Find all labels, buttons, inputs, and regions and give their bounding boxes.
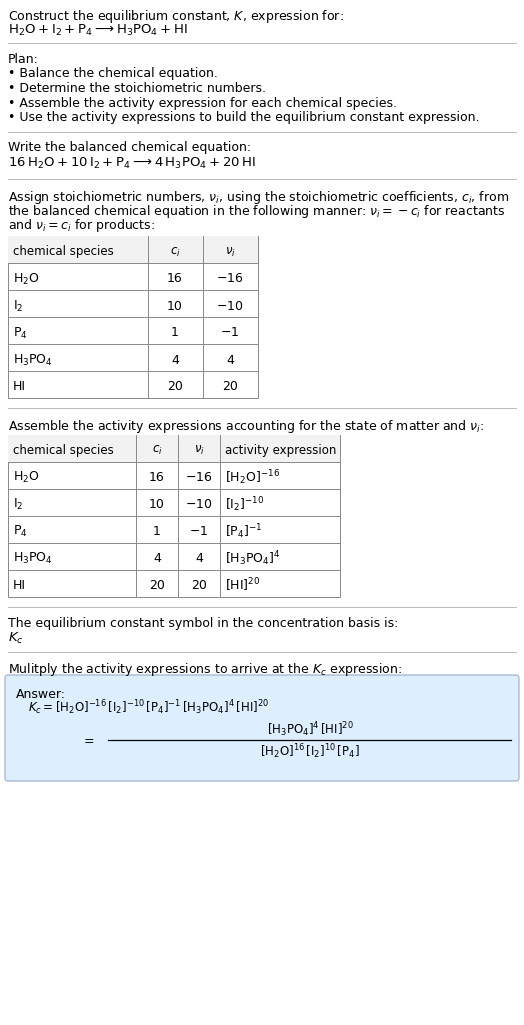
Text: HI: HI [13, 579, 26, 592]
Text: $-10$: $-10$ [185, 498, 213, 511]
Text: Write the balanced chemical equation:: Write the balanced chemical equation: [8, 141, 251, 155]
Text: $\mathrm{H_2O}$: $\mathrm{H_2O}$ [13, 469, 40, 485]
Text: 20: 20 [149, 579, 165, 592]
Text: $\mathrm{H_3PO_4}$: $\mathrm{H_3PO_4}$ [13, 353, 53, 368]
Text: $\mathrm{H_3PO_4}$: $\mathrm{H_3PO_4}$ [13, 551, 53, 566]
Text: chemical species: chemical species [13, 444, 114, 457]
Bar [8, 435, 340, 597]
Text: the balanced chemical equation in the following manner: $\nu_i = -c_i$ for react: the balanced chemical equation in the fo… [8, 203, 506, 220]
Bar [8, 435, 340, 461]
Text: $-16$: $-16$ [185, 472, 213, 484]
Text: • Balance the chemical equation.: • Balance the chemical equation. [8, 68, 218, 81]
Text: $16\,\mathrm{H_2O} + 10\,\mathrm{I_2} + \mathrm{P_4} \longrightarrow 4\,\mathrm{: $16\,\mathrm{H_2O} + 10\,\mathrm{I_2} + … [8, 156, 256, 171]
Text: 16: 16 [167, 273, 183, 286]
Text: 4: 4 [226, 354, 234, 367]
Text: • Assemble the activity expression for each chemical species.: • Assemble the activity expression for e… [8, 96, 397, 110]
Text: $K_c$: $K_c$ [8, 631, 24, 646]
Text: $\mathrm{P_4}$: $\mathrm{P_4}$ [13, 326, 28, 340]
Text: $[\mathrm{HI}]^{20}$: $[\mathrm{HI}]^{20}$ [225, 577, 260, 594]
Text: chemical species: chemical species [13, 246, 114, 258]
Text: $-16$: $-16$ [216, 273, 244, 286]
Text: 20: 20 [222, 380, 238, 394]
Text: Assign stoichiometric numbers, $\nu_i$, using the stoichiometric coefficients, $: Assign stoichiometric numbers, $\nu_i$, … [8, 189, 509, 205]
Text: 16: 16 [149, 472, 165, 484]
Text: The equilibrium constant symbol in the concentration basis is:: The equilibrium constant symbol in the c… [8, 616, 398, 629]
Text: activity expression: activity expression [225, 444, 336, 457]
Text: $-1$: $-1$ [189, 525, 209, 538]
FancyBboxPatch shape [5, 675, 519, 781]
Text: $[\mathrm{H_3PO_4}]^4\,[\mathrm{HI}]^{20}$: $[\mathrm{H_3PO_4}]^4\,[\mathrm{HI}]^{20… [267, 721, 353, 739]
Text: Answer:: Answer: [16, 688, 66, 701]
Bar [8, 236, 258, 398]
Text: and $\nu_i = c_i$ for products:: and $\nu_i = c_i$ for products: [8, 217, 155, 235]
Text: • Determine the stoichiometric numbers.: • Determine the stoichiometric numbers. [8, 82, 266, 95]
Text: 10: 10 [167, 299, 183, 313]
Text: 4: 4 [153, 552, 161, 565]
Text: 4: 4 [195, 552, 203, 565]
Text: $[\mathrm{H_2O}]^{16}\,[\mathrm{I_2}]^{10}\,[\mathrm{P_4}]$: $[\mathrm{H_2O}]^{16}\,[\mathrm{I_2}]^{1… [260, 743, 360, 762]
Text: 4: 4 [171, 354, 179, 367]
Text: $=$: $=$ [81, 734, 95, 746]
Bar [8, 236, 258, 263]
Text: $\mathrm{I_2}$: $\mathrm{I_2}$ [13, 298, 24, 314]
Text: • Use the activity expressions to build the equilibrium constant expression.: • Use the activity expressions to build … [8, 111, 479, 124]
Text: 1: 1 [153, 525, 161, 538]
Text: Construct the equilibrium constant, $K$, expression for:: Construct the equilibrium constant, $K$,… [8, 8, 344, 25]
Text: Mulitply the activity expressions to arrive at the $K_c$ expression:: Mulitply the activity expressions to arr… [8, 661, 402, 679]
Text: 20: 20 [191, 579, 207, 592]
Text: 10: 10 [149, 498, 165, 511]
Text: $\mathrm{H_2O}$: $\mathrm{H_2O}$ [13, 272, 40, 287]
Text: $[\mathrm{I_2}]^{-10}$: $[\mathrm{I_2}]^{-10}$ [225, 495, 265, 514]
Text: $[\mathrm{H_2O}]^{-16}$: $[\mathrm{H_2O}]^{-16}$ [225, 468, 280, 487]
Text: $c_i$: $c_i$ [170, 245, 180, 258]
Text: $c_i$: $c_i$ [151, 444, 162, 457]
Text: $\mathrm{P_4}$: $\mathrm{P_4}$ [13, 524, 28, 539]
Text: $\mathrm{H_2O + I_2 + P_4 \longrightarrow H_3PO_4 + HI}$: $\mathrm{H_2O + I_2 + P_4 \longrightarro… [8, 23, 188, 38]
Text: $-1$: $-1$ [221, 327, 239, 339]
Text: Plan:: Plan: [8, 53, 39, 66]
Text: $\nu_i$: $\nu_i$ [225, 245, 235, 258]
Text: $-10$: $-10$ [216, 299, 244, 313]
Text: $K_c = [\mathrm{H_2O}]^{-16}\,[\mathrm{I_2}]^{-10}\,[\mathrm{P_4}]^{-1}\,[\mathr: $K_c = [\mathrm{H_2O}]^{-16}\,[\mathrm{I… [28, 699, 269, 718]
Text: $\nu_i$: $\nu_i$ [193, 444, 204, 457]
Text: $[\mathrm{H_3PO_4}]^4$: $[\mathrm{H_3PO_4}]^4$ [225, 549, 281, 568]
Text: 20: 20 [167, 380, 183, 394]
Text: $[\mathrm{P_4}]^{-1}$: $[\mathrm{P_4}]^{-1}$ [225, 522, 263, 541]
Text: 1: 1 [171, 327, 179, 339]
Text: HI: HI [13, 380, 26, 394]
Text: Assemble the activity expressions accounting for the state of matter and $\nu_i$: Assemble the activity expressions accoun… [8, 418, 484, 435]
Text: $\mathrm{I_2}$: $\mathrm{I_2}$ [13, 497, 24, 512]
